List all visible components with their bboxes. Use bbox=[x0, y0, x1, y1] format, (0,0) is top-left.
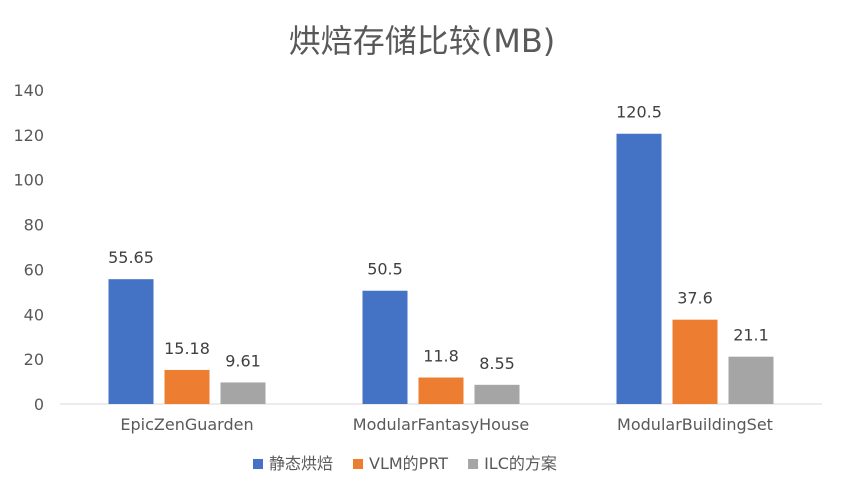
data-label: 50.5 bbox=[367, 260, 403, 279]
bar bbox=[474, 384, 520, 404]
bar bbox=[616, 133, 662, 404]
data-label: 120.5 bbox=[616, 103, 662, 122]
legend-swatch bbox=[253, 459, 263, 469]
category-label: ModularBuildingSet bbox=[617, 415, 773, 434]
y-axis: 0 20 40 60 80 100 120 140 bbox=[13, 81, 44, 414]
bar bbox=[220, 382, 266, 404]
bar bbox=[164, 369, 210, 404]
y-tick-label: 40 bbox=[24, 305, 44, 324]
legend-swatch bbox=[468, 459, 479, 469]
category-label: ModularFantasyHouse bbox=[353, 415, 529, 434]
y-tick-label: 0 bbox=[34, 395, 44, 414]
legend: 静态烘焙 VLM的PRT ILC的方案 bbox=[253, 454, 557, 473]
legend-label: ILC的方案 bbox=[484, 454, 557, 473]
y-tick-label: 20 bbox=[24, 350, 44, 369]
bars: 55.65 15.18 9.61 50.5 11.8 8.55 120.5 37.6 21.1 bbox=[108, 103, 774, 404]
data-label: 21.1 bbox=[733, 326, 769, 345]
y-tick-label: 60 bbox=[24, 260, 44, 279]
bar bbox=[418, 377, 464, 404]
data-label: 11.8 bbox=[423, 347, 459, 366]
chart-title: 烘焙存储比较(MB) bbox=[289, 22, 556, 60]
y-tick-label: 100 bbox=[13, 171, 44, 190]
bar bbox=[362, 290, 408, 404]
legend-swatch bbox=[353, 459, 364, 469]
legend-label: VLM的PRT bbox=[369, 454, 448, 473]
category-label: EpicZenGuarden bbox=[120, 415, 253, 434]
data-label: 8.55 bbox=[479, 354, 515, 373]
y-tick-label: 140 bbox=[13, 81, 44, 100]
y-tick-label: 80 bbox=[24, 216, 44, 235]
bar bbox=[108, 279, 154, 404]
x-axis: EpicZenGuarden ModularFantasyHouse Modular… bbox=[60, 403, 822, 434]
bar bbox=[728, 356, 774, 404]
legend-label: 静态烘焙 bbox=[269, 454, 333, 473]
data-label: 37.6 bbox=[677, 289, 713, 308]
data-label: 9.61 bbox=[225, 351, 261, 370]
bar bbox=[672, 319, 718, 404]
data-label: 15.18 bbox=[164, 339, 210, 358]
data-label: 55.65 bbox=[108, 248, 154, 267]
y-tick-label: 120 bbox=[13, 126, 44, 145]
